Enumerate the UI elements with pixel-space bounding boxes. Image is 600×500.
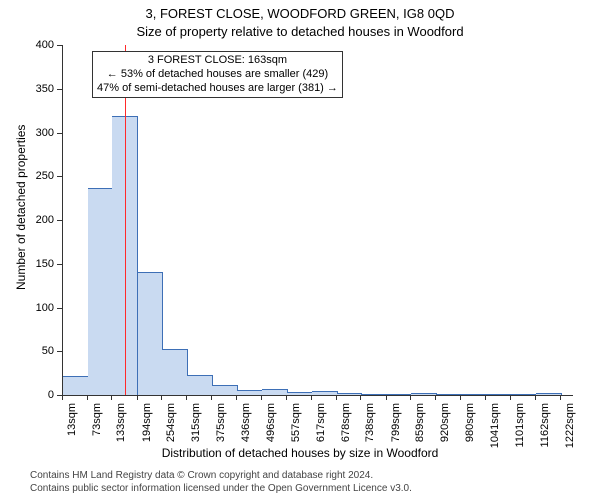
histogram-bar [387,394,413,395]
y-tick-mark [57,308,62,309]
y-tick-label: 100 [24,302,54,314]
histogram-bar [63,376,89,395]
x-tick-mark [111,395,112,400]
y-tick-label: 250 [24,170,54,182]
page-subtitle: Size of property relative to detached ho… [0,24,600,39]
x-tick-mark [360,395,361,400]
x-tick-label: 133sqm [115,403,127,453]
x-tick-mark [560,395,561,400]
histogram-bar [162,349,188,395]
histogram-bar [237,390,263,395]
credit-line2: Contains public sector information licen… [30,483,412,496]
histogram-bar [536,393,562,395]
histogram-bar [486,394,512,395]
histogram-bar [337,393,363,395]
x-tick-mark [261,395,262,400]
x-tick-label: 375sqm [215,403,227,453]
x-tick-label: 1222sqm [564,403,576,453]
x-tick-label: 13sqm [66,403,78,453]
highlight-callout: 3 FOREST CLOSE: 163sqm ← 53% of detached… [92,51,343,98]
y-tick-label: 350 [24,83,54,95]
y-tick-label: 150 [24,258,54,270]
y-tick-label: 300 [24,127,54,139]
histogram-bar [287,392,313,395]
histogram-bar [88,188,114,396]
y-tick-label: 0 [24,389,54,401]
x-tick-label: 678sqm [340,403,352,453]
y-tick-mark [57,351,62,352]
y-tick-mark [57,220,62,221]
x-tick-mark [460,395,461,400]
y-tick-mark [57,264,62,265]
x-tick-mark [510,395,511,400]
histogram-bar [138,272,164,396]
x-tick-label: 194sqm [141,403,153,453]
x-tick-label: 315sqm [190,403,202,453]
x-tick-mark [87,395,88,400]
callout-line1: 3 FOREST CLOSE: 163sqm [97,54,338,68]
x-tick-mark [236,395,237,400]
x-tick-label: 1101sqm [514,403,526,453]
x-tick-label: 557sqm [290,403,302,453]
callout-line2: ← 53% of detached houses are smaller (42… [97,68,338,82]
histogram-bar [187,375,213,395]
histogram-bar [511,394,537,395]
x-tick-mark [161,395,162,400]
x-tick-mark [386,395,387,400]
x-tick-mark [336,395,337,400]
x-tick-mark [485,395,486,400]
histogram-bar [411,393,437,395]
x-tick-label: 496sqm [265,403,277,453]
x-tick-label: 73sqm [91,403,103,453]
x-tick-mark [62,395,63,400]
x-tick-label: 436sqm [240,403,252,453]
histogram-bar [361,394,387,395]
x-tick-mark [211,395,212,400]
x-tick-label: 738sqm [364,403,376,453]
y-tick-mark [57,176,62,177]
x-tick-label: 1041sqm [489,403,501,453]
x-tick-label: 1162sqm [539,403,551,453]
callout-line3: 47% of semi-detached houses are larger (… [97,82,338,96]
y-tick-label: 50 [24,345,54,357]
x-tick-mark [286,395,287,400]
x-tick-label: 980sqm [464,403,476,453]
y-tick-label: 400 [24,39,54,51]
page-title: 3, FOREST CLOSE, WOODFORD GREEN, IG8 0QD [0,6,600,21]
y-tick-mark [57,45,62,46]
histogram-bar [212,385,238,395]
x-tick-mark [137,395,138,400]
x-tick-mark [535,395,536,400]
histogram-bar [436,394,462,395]
x-tick-mark [311,395,312,400]
x-tick-mark [435,395,436,400]
credit-line1: Contains HM Land Registry data © Crown c… [30,470,412,483]
histogram-bar [461,394,487,395]
x-tick-mark [410,395,411,400]
x-tick-label: 859sqm [414,403,426,453]
x-tick-label: 617sqm [315,403,327,453]
histogram-bar [312,391,338,395]
x-tick-label: 799sqm [390,403,402,453]
x-tick-label: 254sqm [165,403,177,453]
y-tick-mark [57,89,62,90]
y-tick-mark [57,133,62,134]
x-tick-mark [186,395,187,400]
y-tick-label: 200 [24,214,54,226]
credit-text: Contains HM Land Registry data © Crown c… [30,470,412,495]
x-tick-label: 920sqm [439,403,451,453]
histogram-bar [262,389,288,395]
